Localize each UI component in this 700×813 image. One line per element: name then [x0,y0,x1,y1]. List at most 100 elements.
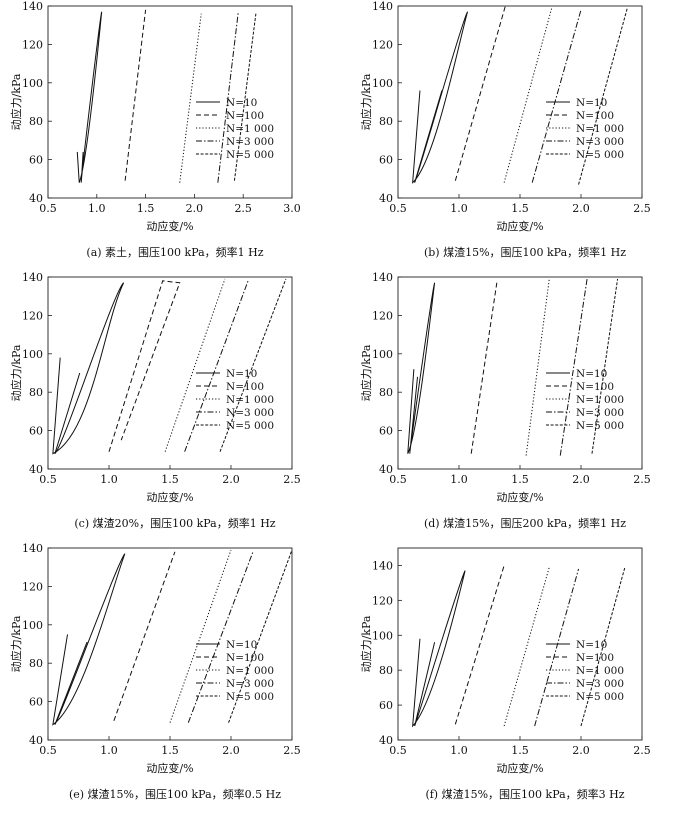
y-tick-label: 100 [372,77,393,90]
chart-panel-a: 0.5 1.0 1.5 2.0 2.5 3.0 40 60 80 100 120 140 动应变/% 动应… [0,0,350,271]
y-tick-label: 100 [372,629,393,642]
series-line [169,549,232,723]
x-axis-label: 动应变/% [146,219,193,233]
y-tick-label: 60 [29,425,43,438]
y-tick-label: 60 [379,425,393,438]
y-tick-label: 80 [29,657,43,670]
series-line [412,570,466,728]
x-tick-label: 1.0 [450,473,468,486]
chart-d-caption: (d) 煤渣15%，围压200 kPa，频率1 Hz [423,517,627,530]
x-tick-label: 2.0 [222,473,240,486]
legend-label: N=1 000 [576,394,624,406]
x-tick-label: 2.5 [633,744,651,757]
chart-c-caption: (c) 煤渣20%，围压100 kPa，频率1 Hz [74,517,276,530]
y-axis-label: 动应力/kPa [359,615,373,672]
legend-label: N=100 [226,381,264,393]
y-tick-label: 40 [29,192,43,205]
y-axis-label: 动应力/kPa [359,344,373,401]
y-tick-label: 80 [379,386,393,399]
legend-label: N=5 000 [226,691,274,703]
x-axis-label: 动应变/% [146,490,193,504]
y-tick-label: 40 [379,463,393,476]
y-tick-label: 100 [372,348,393,361]
x-tick-label: 0.5 [389,744,407,757]
legend-label: N=5 000 [226,149,274,161]
x-tick-label: 3.0 [283,202,301,215]
series-line [187,551,254,723]
x-tick-label: 2.5 [633,202,651,215]
x-axis-label: 动应变/% [496,490,543,504]
y-tick-label: 120 [22,580,43,593]
series-line [179,13,202,183]
legend-label: N=1 000 [576,123,624,135]
x-tick-label: 1.0 [88,202,106,215]
y-tick-label: 80 [29,115,43,128]
x-axis-label: 动应变/% [496,219,543,233]
y-tick-label: 120 [22,309,43,322]
series-line [217,11,239,183]
legend-label: N=3 000 [576,407,624,419]
y-tick-label: 80 [29,386,43,399]
x-tick-label: 1.5 [511,473,529,486]
chart-f-svg: 0.5 1.0 1.5 2.0 2.5 40 60 80 100 120 140 动应变/% 动应力/k… [359,547,651,775]
series-line [531,9,582,183]
x-tick-label: 2.0 [222,744,240,757]
x-tick-label: 1.5 [161,744,179,757]
y-tick-label: 120 [372,38,393,51]
x-axis-label: 动应变/% [146,761,193,775]
legend-label: N=1 000 [576,665,624,677]
series-line [525,278,550,456]
chart-a-caption: (a) 素土，围压100 kPa，频率1 Hz [86,246,264,259]
series-line [108,280,181,452]
chart-c-svg: 0.5 1.0 1.5 2.0 2.5 40 60 80 100 120 140 动应变/% 动应力/k… [9,271,301,504]
series-line [124,9,147,181]
legend-label: N=1 000 [226,123,274,135]
series-line [184,280,249,452]
chart-e-caption: (e) 煤渣15%，围压100 kPa，频率0.5 Hz [68,788,282,801]
legend-label: N=100 [576,110,614,122]
legend-label: N=5 000 [226,420,274,432]
series-line [503,7,553,183]
legend-label: N=10 [226,97,257,109]
series-line [503,567,550,727]
series-line [534,568,580,727]
x-axis-label: 动应变/% [496,761,543,775]
x-tick-label: 0.5 [39,744,57,757]
series-line [407,282,436,454]
chart-panel-b: 0.5 1.0 1.5 2.0 2.5 40 60 80 100 120 140 动应变/% 动应力/k… [350,0,700,271]
legend-label: N=5 000 [576,691,624,703]
chart-e-svg: 0.5 1.0 1.5 2.0 2.5 40 60 80 100 120 140 动应变/% 动应力/k… [9,542,301,775]
legend-label: N=5 000 [576,420,624,432]
y-tick-label: 140 [22,0,43,13]
x-tick-label: 1.5 [161,473,179,486]
series-line [470,282,498,454]
chart-d-svg: 0.5 1.0 1.5 2.0 2.5 40 60 80 100 120 140 动应变/% 动应力/k… [359,271,651,504]
legend-label: N=3 000 [226,678,274,690]
y-tick-label: 80 [379,115,393,128]
series-line [52,282,125,455]
x-tick-label: 0.5 [389,202,407,215]
series-line [591,278,619,454]
legend-label: N=10 [576,368,607,380]
series-line [233,13,257,181]
chart-panel-c: 0.5 1.0 1.5 2.0 2.5 40 60 80 100 120 140 动应变/% 动应力/k… [0,271,350,542]
chart-panel-d: 0.5 1.0 1.5 2.0 2.5 40 60 80 100 120 140 动应变/% 动应力/k… [350,271,700,542]
y-tick-label: 140 [372,271,393,284]
legend-label: N=5 000 [576,149,624,161]
x-tick-label: 2.0 [572,202,590,215]
series-line [76,11,103,183]
y-tick-label: 40 [29,734,43,747]
legend-label: N=10 [576,639,607,651]
chart-b-caption: (b) 煤渣15%，围压100 kPa，频率1 Hz [423,246,627,259]
legend-label: N=100 [576,652,614,664]
y-tick-label: 100 [22,77,43,90]
chart-b-svg: 0.5 1.0 1.5 2.0 2.5 40 60 80 100 120 140 动应变/% 动应力/k… [359,0,651,233]
y-tick-label: 60 [29,154,43,167]
y-tick-label: 140 [22,271,43,284]
x-tick-label: 0.5 [39,473,57,486]
legend-label: N=3 000 [576,136,624,148]
y-tick-label: 100 [22,619,43,632]
legend-label: N=100 [226,652,264,664]
series-line [412,11,469,184]
series-line [219,278,287,452]
